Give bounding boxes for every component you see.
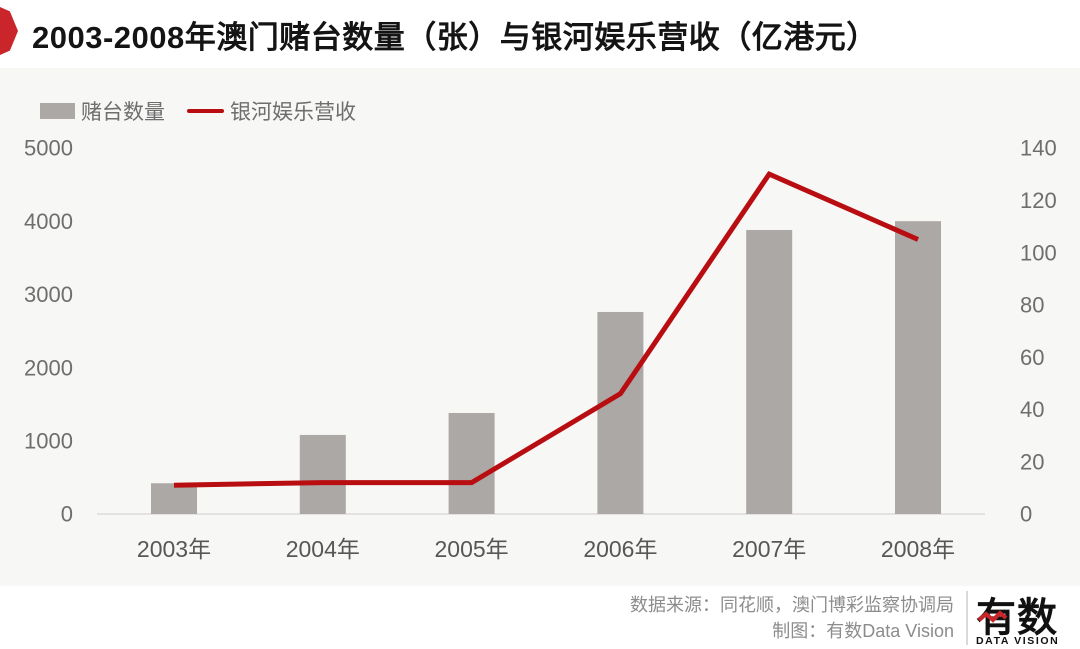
- left-axis-tick-label: 1000: [24, 429, 73, 454]
- bar-2005年: [448, 412, 495, 514]
- right-axis-tick-label: 80: [1020, 293, 1044, 318]
- bar-2007年: [746, 229, 793, 514]
- x-axis-label: 2006年: [583, 536, 657, 562]
- title-bar: 2003-2008年澳门赌台数量（张）与银河娱乐营收（亿港元）: [0, 0, 1080, 68]
- right-axis-tick-label: 100: [1020, 240, 1057, 265]
- right-axis-tick-label: 60: [1020, 345, 1044, 370]
- x-axis-label: 2003年: [137, 536, 211, 562]
- chart-area: 5000 4000 3000 2000 1000 0 140 120 100 80 60 40 20 0 2…: [0, 68, 1080, 586]
- legend-label-line: 银河娱乐营收: [230, 101, 356, 124]
- legend-item-bars: 赌台数量: [40, 96, 165, 126]
- bar-series-swatch-icon: [40, 103, 75, 119]
- bar-2006年: [597, 311, 644, 514]
- right-axis-tick-label: 40: [1020, 397, 1044, 422]
- footer: 数据来源：同花顺，澳门博彩监察协调局 制图：有数Data Vision 有数 D…: [0, 586, 1080, 649]
- legend-item-line: 银河娱乐营收: [187, 96, 356, 126]
- bar-2008年: [895, 221, 941, 514]
- footer-divider: [966, 590, 968, 645]
- x-axis-label: 2007年: [732, 536, 806, 562]
- right-axis-tick-label: 20: [1020, 449, 1044, 474]
- logo-zigzag-icon: [978, 609, 1008, 623]
- revenue-line: [173, 170, 920, 488]
- left-axis-tick-label: 2000: [24, 355, 73, 380]
- footer-credits: 数据来源：同花顺，澳门博彩监察协调局 制图：有数Data Vision: [630, 592, 966, 644]
- left-axis-tick-label: 5000: [24, 136, 73, 161]
- data-source-line: 数据来源：同花顺，澳门博彩监察协调局: [630, 594, 954, 615]
- combo-chart: 5000 4000 3000 2000 1000 0 140 120 100 80 60 40 20 0 2…: [24, 136, 1057, 562]
- bar-2004年: [299, 434, 346, 514]
- chart-legend: 赌台数量 银河娱乐营收: [40, 96, 356, 126]
- red-ribbon-badge: [0, 7, 18, 55]
- data-vision-logo: 有数 DATA VISION: [976, 589, 1066, 647]
- line-series-swatch-icon: [187, 109, 224, 113]
- left-axis-tick-label: 0: [61, 502, 73, 527]
- left-axis-tick-label: 3000: [24, 282, 73, 307]
- legend-label-bars: 赌台数量: [81, 101, 165, 124]
- page-title: 2003-2008年澳门赌台数量（张）与银河娱乐营收（亿港元）: [32, 19, 878, 55]
- x-axis-label: 2004年: [286, 536, 360, 562]
- right-axis-tick-label: 140: [1020, 136, 1057, 161]
- logo-subtext: DATA VISION: [976, 634, 1060, 647]
- left-axis-tick-label: 4000: [24, 209, 73, 234]
- credit-line: 制图：有数Data Vision: [772, 620, 954, 641]
- right-axis-tick-label: 120: [1020, 188, 1057, 213]
- bar-2003年: [151, 483, 197, 514]
- x-axis-label: 2008年: [881, 536, 955, 562]
- x-axis-label: 2005年: [435, 536, 509, 562]
- right-axis-tick-label: 0: [1020, 502, 1032, 527]
